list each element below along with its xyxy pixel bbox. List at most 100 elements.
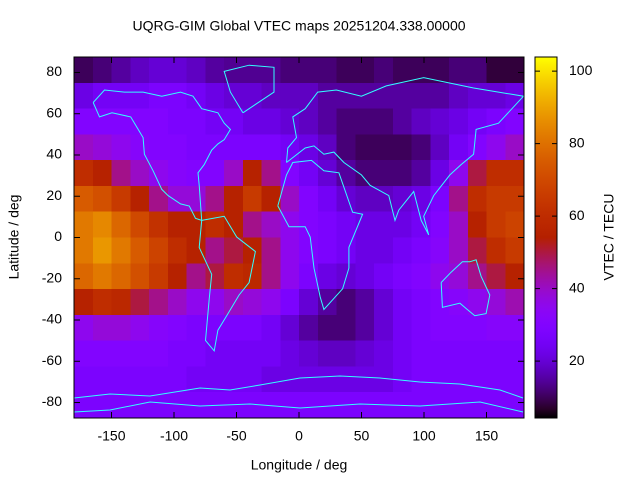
heat-cell: [280, 134, 300, 161]
coastline: [92, 89, 232, 222]
heat-cell: [205, 237, 225, 264]
heat-cell: [242, 392, 262, 419]
heat-cell: [280, 108, 300, 135]
heat-cell: [411, 82, 431, 110]
heat-cell: [449, 237, 469, 264]
heat-cell: [374, 340, 394, 367]
heat-cell: [392, 340, 412, 367]
heat-cell: [167, 237, 187, 264]
heat-cell: [242, 57, 262, 84]
heat-cell: [167, 82, 187, 110]
heat-cell: [74, 289, 94, 316]
heat-cell: [130, 160, 150, 187]
heat-cell: [74, 160, 94, 187]
heat-cell: [355, 108, 375, 135]
heat-cell: [486, 237, 506, 264]
heat-cell: [430, 57, 450, 84]
x-tick-label: 0: [295, 428, 303, 444]
heat-cell: [411, 263, 431, 290]
colorbar: [534, 56, 558, 419]
heat-cell: [92, 263, 112, 290]
heat-cell: [317, 108, 337, 135]
heat-cell: [299, 82, 319, 110]
heat-cell: [505, 237, 525, 264]
heat-cell: [374, 185, 394, 213]
heat-cell: [92, 82, 112, 110]
heat-cell: [467, 160, 487, 187]
heat-cell: [486, 57, 506, 84]
heat-cell: [355, 160, 375, 187]
heat-cell: [242, 289, 262, 316]
heat-cell: [261, 211, 281, 238]
heat-cell: [261, 340, 281, 367]
heat-cell: [242, 237, 262, 264]
heat-cell: [317, 185, 337, 213]
heat-cell: [92, 392, 112, 419]
heat-cell: [130, 263, 150, 290]
heat-cell: [261, 237, 281, 264]
heat-cell: [74, 211, 94, 238]
heat-cell: [336, 366, 356, 393]
heat-cell: [317, 392, 337, 419]
heat-cell: [74, 134, 94, 161]
heat-cell: [149, 211, 169, 238]
heat-cell: [130, 185, 150, 213]
heat-cell: [336, 57, 356, 84]
heat-cell: [280, 263, 300, 290]
heat-cell: [167, 366, 187, 393]
heat-cell: [467, 340, 487, 367]
coastline: [286, 77, 524, 236]
heat-cell: [392, 134, 412, 161]
heat-cell: [299, 392, 319, 419]
heat-cell: [111, 263, 131, 290]
heat-cell: [261, 185, 281, 213]
heat-cell: [467, 314, 487, 342]
heat-cell: [467, 82, 487, 110]
heat-cell: [355, 82, 375, 110]
heat-cell: [430, 237, 450, 264]
heat-cell: [167, 57, 187, 84]
heat-cell: [411, 237, 431, 264]
heat-cell: [205, 57, 225, 84]
heat-cell: [486, 108, 506, 135]
heat-cell: [336, 108, 356, 135]
heat-cell: [467, 392, 487, 419]
heat-cell: [130, 237, 150, 264]
colorbar-tick-label: 40: [569, 279, 585, 295]
heat-cell: [317, 82, 337, 110]
heat-cell: [111, 211, 131, 238]
heat-cell: [186, 263, 206, 290]
heat-cell: [505, 314, 525, 342]
heat-cell: [92, 134, 112, 161]
heat-cell: [186, 134, 206, 161]
heat-cell: [505, 211, 525, 238]
heat-cell: [336, 185, 356, 213]
heat-cell: [467, 108, 487, 135]
heat-cell: [224, 237, 244, 264]
heat-cell: [111, 57, 131, 84]
heat-cell: [392, 289, 412, 316]
heat-cell: [74, 340, 94, 367]
heat-cell: [411, 57, 431, 84]
heat-cell: [355, 211, 375, 238]
heat-cell: [242, 185, 262, 213]
coastline: [440, 259, 491, 317]
heat-cell: [505, 340, 525, 367]
heat-cell: [149, 57, 169, 84]
y-tick-label: -60: [42, 352, 62, 368]
heat-cell: [374, 289, 394, 316]
heat-cell: [74, 237, 94, 264]
heat-cell: [74, 366, 94, 393]
heat-cell: [149, 134, 169, 161]
heat-cell: [92, 237, 112, 264]
heat-cell: [392, 211, 412, 238]
heat-cell: [111, 289, 131, 316]
heat-cell: [449, 160, 469, 187]
heat-cell: [299, 263, 319, 290]
heat-cell: [261, 160, 281, 187]
heat-cell: [486, 211, 506, 238]
heat-cell: [467, 57, 487, 84]
colorbar-tick-label: 100: [569, 62, 593, 78]
heat-cell: [336, 314, 356, 342]
heat-cell: [261, 314, 281, 342]
